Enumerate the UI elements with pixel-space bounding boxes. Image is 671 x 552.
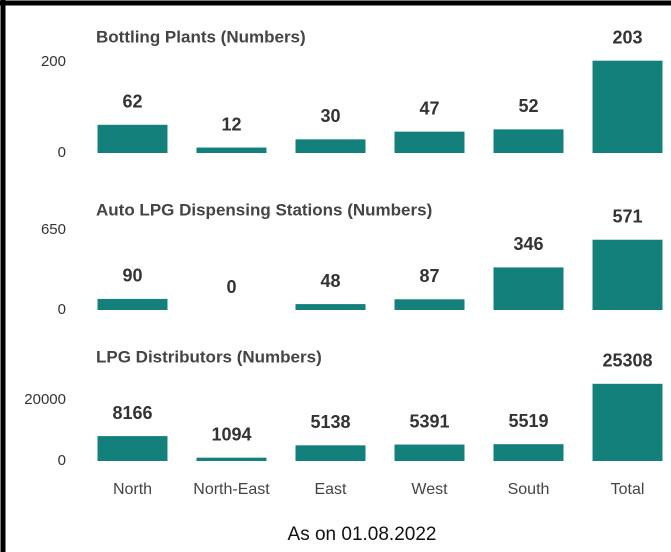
bar — [592, 239, 663, 310]
bar — [97, 436, 168, 461]
bar — [295, 445, 366, 461]
value-label: 30 — [320, 106, 340, 126]
y-tick-label: 0 — [58, 144, 66, 161]
y-tick-label: 20000 — [24, 391, 66, 408]
bar — [97, 298, 168, 310]
bar — [394, 131, 465, 153]
value-label: 25308 — [602, 351, 652, 371]
value-label: 571 — [612, 206, 642, 226]
y-tick-label: 0 — [58, 301, 66, 318]
bar — [493, 267, 564, 310]
y-tick-label: 200 — [41, 53, 66, 70]
footnote: As on 01.08.2022 — [288, 524, 437, 545]
bar — [394, 299, 465, 310]
y-tick-label: 650 — [41, 221, 66, 238]
chart-title: Bottling Plants (Numbers) — [96, 27, 306, 46]
value-label: 5138 — [310, 412, 350, 432]
y-tick-label: 0 — [58, 452, 66, 469]
value-label: 5391 — [409, 411, 449, 431]
value-label: 1094 — [211, 424, 251, 444]
x-tick-label: West — [411, 481, 448, 498]
bar — [196, 457, 267, 461]
value-label: 5519 — [508, 411, 548, 431]
value-label: 87 — [419, 266, 439, 286]
bar — [394, 444, 465, 461]
value-label: 346 — [513, 234, 543, 254]
chart-title: LPG Distributors (Numbers) — [96, 347, 322, 366]
bar — [97, 124, 168, 153]
bar — [592, 383, 663, 461]
bar — [493, 444, 564, 461]
value-label: 203 — [612, 27, 642, 47]
chart-title: Auto LPG Dispensing Stations (Numbers) — [96, 200, 432, 219]
x-tick-label: North — [113, 481, 152, 498]
value-label: 12 — [221, 114, 241, 134]
value-label: 90 — [122, 266, 142, 286]
x-tick-label: Total — [611, 481, 645, 498]
value-label: 48 — [320, 271, 340, 291]
bar — [196, 147, 267, 153]
bar — [295, 304, 366, 310]
bar — [592, 60, 663, 153]
value-label: 62 — [122, 92, 142, 112]
bar — [295, 139, 366, 153]
value-label: 0 — [226, 277, 236, 297]
x-tick-label: North-East — [193, 481, 270, 498]
x-tick-label: East — [314, 481, 347, 498]
x-tick-label: South — [508, 481, 550, 498]
value-label: 47 — [419, 98, 439, 118]
bar — [493, 129, 564, 153]
value-label: 52 — [518, 96, 538, 116]
value-label: 8166 — [112, 403, 152, 423]
